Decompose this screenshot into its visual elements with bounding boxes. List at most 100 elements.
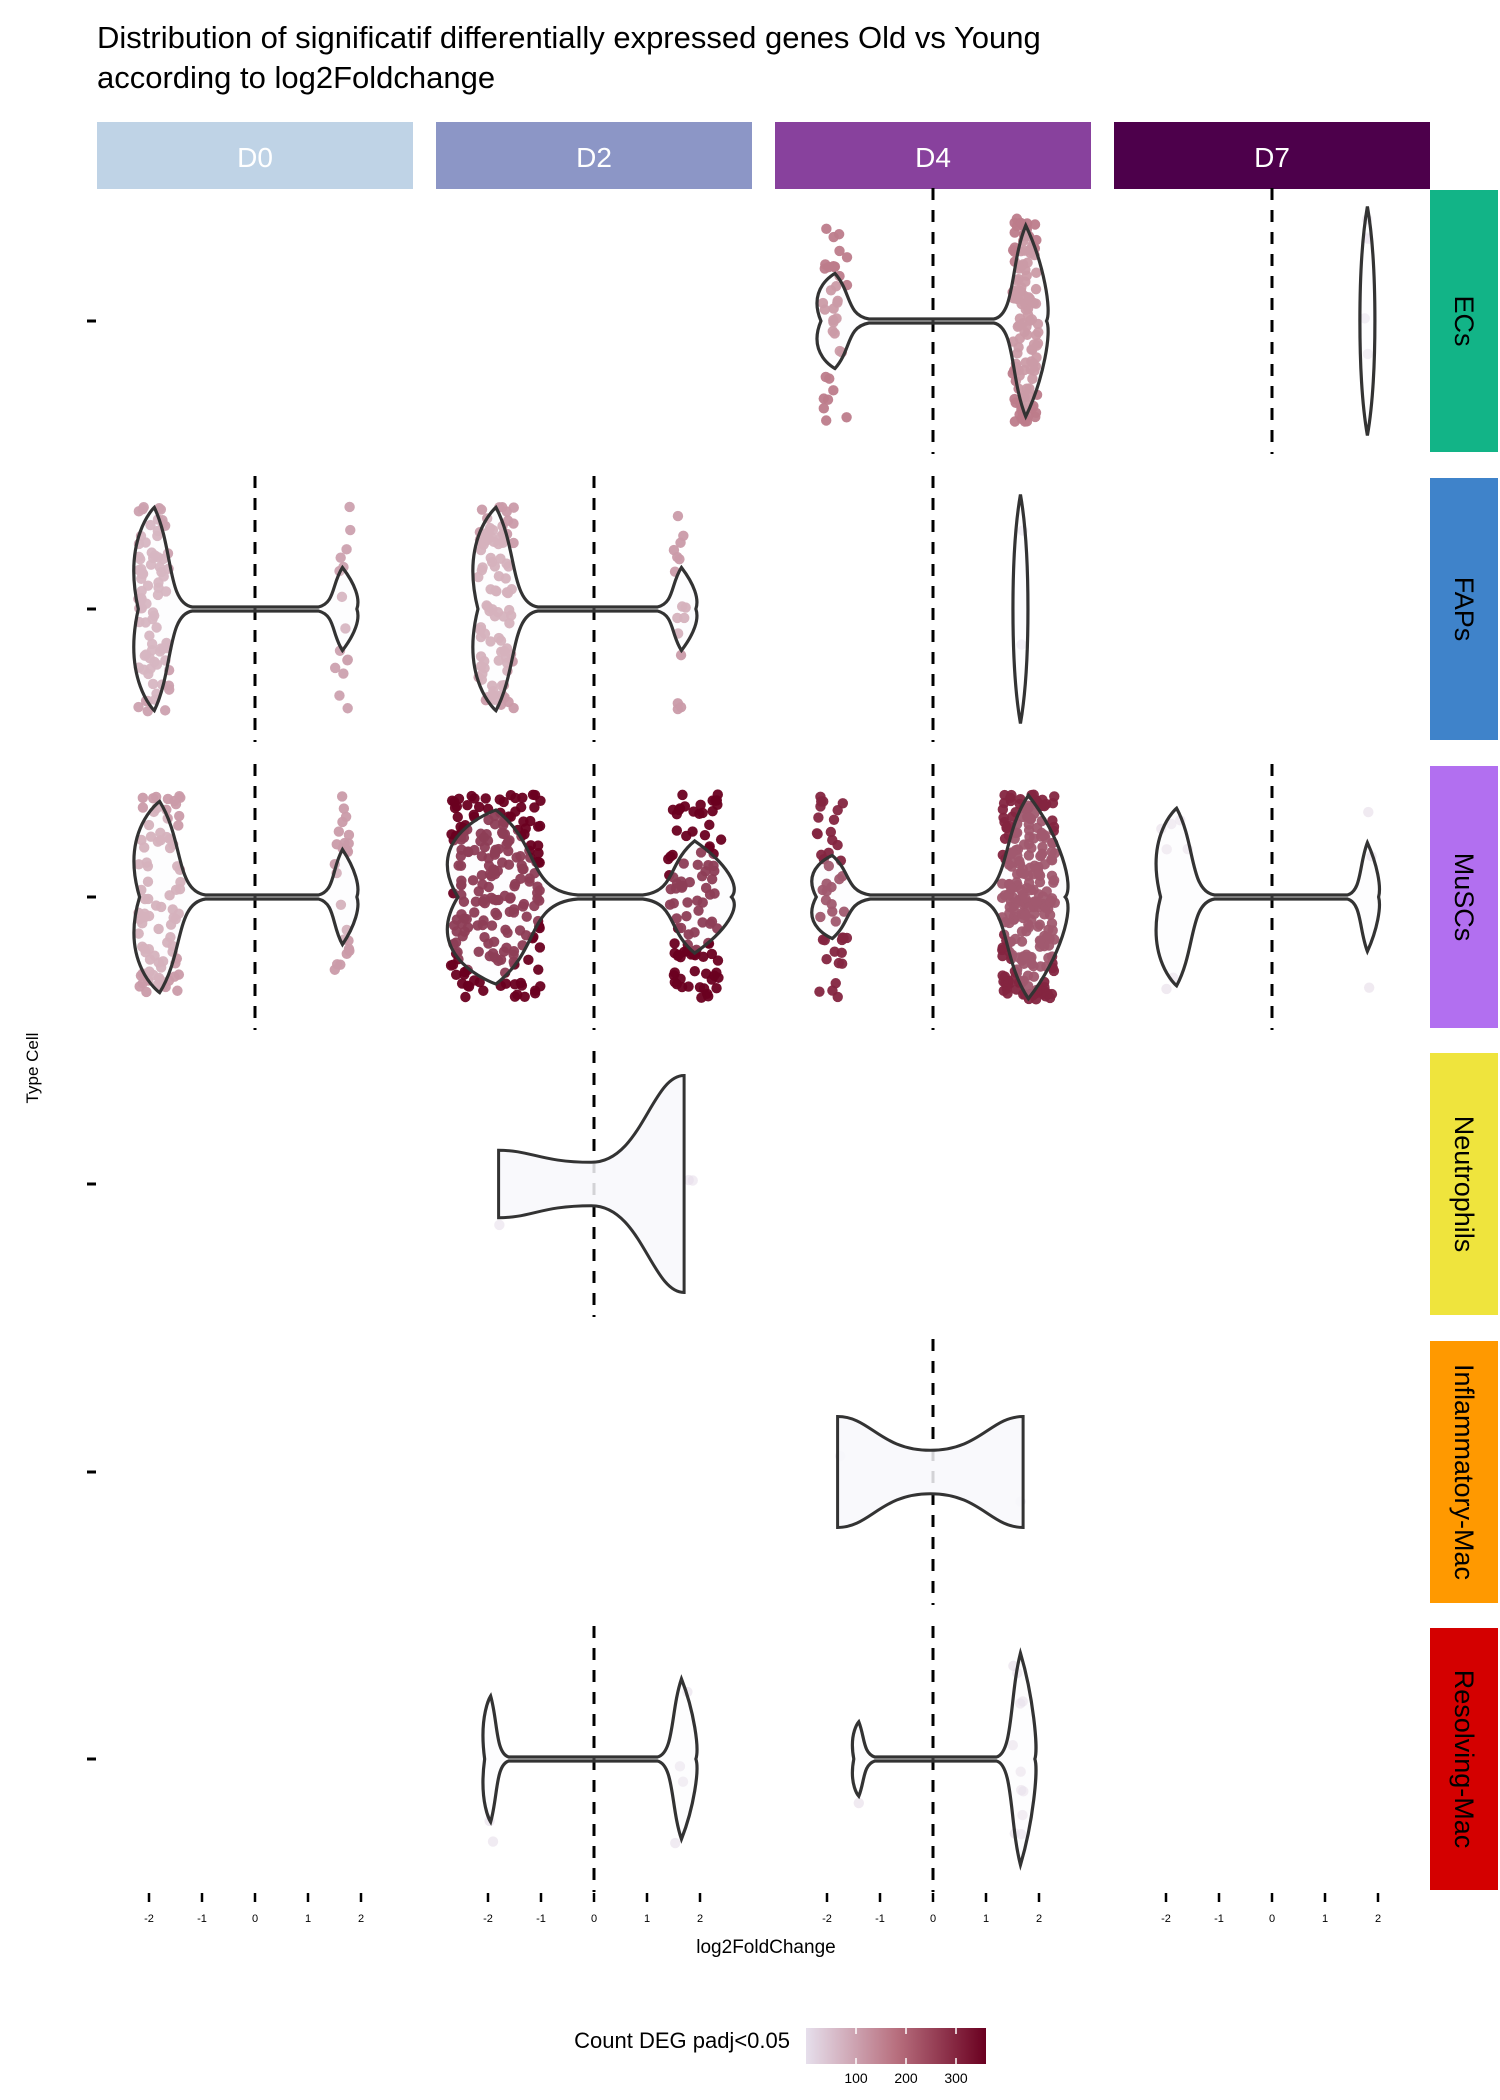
data-point (832, 804, 843, 816)
data-point (675, 649, 687, 661)
data-point (832, 295, 843, 307)
data-point (1011, 869, 1023, 880)
data-point (461, 913, 472, 925)
data-point (476, 504, 488, 515)
data-point (467, 875, 479, 886)
data-point (529, 988, 541, 999)
data-point (823, 261, 834, 273)
data-point (509, 991, 521, 1002)
data-point (676, 981, 688, 993)
x-tick-label: 1 (305, 1913, 311, 1925)
data-point (712, 789, 723, 800)
data-point (145, 831, 157, 842)
data-point (490, 907, 501, 919)
data-point (1018, 951, 1029, 962)
strip-label-d7: D7 (1254, 142, 1290, 173)
data-point (1020, 910, 1031, 921)
data-point (841, 252, 853, 263)
data-point (1029, 219, 1041, 230)
data-point (502, 587, 514, 599)
data-point (694, 982, 706, 993)
data-point (1011, 827, 1023, 838)
data-point (174, 884, 186, 895)
legend-tick-label: 300 (944, 2070, 968, 2086)
data-point (682, 897, 693, 908)
data-point (533, 847, 544, 859)
data-point (499, 890, 511, 902)
data-point (708, 860, 719, 872)
data-point (1022, 329, 1033, 340)
data-point (468, 809, 479, 821)
data-point (828, 231, 839, 243)
data-point (501, 942, 512, 954)
legend-colorbar (806, 2028, 986, 2064)
data-point (515, 801, 527, 813)
row-strip-ecs (1430, 190, 1498, 452)
data-point (825, 285, 837, 296)
x-tick-label: 0 (252, 1913, 258, 1925)
data-point (1026, 314, 1038, 325)
x-tick-label: -1 (875, 1913, 885, 1925)
data-point (473, 571, 484, 583)
data-point (811, 828, 823, 839)
data-point (143, 819, 155, 831)
data-point (151, 659, 163, 670)
data-point (1028, 960, 1039, 972)
data-point (695, 799, 706, 811)
data-point (145, 519, 156, 531)
panel-muscs-d4 (810, 789, 1070, 1005)
x-tick-label: -2 (822, 1913, 832, 1925)
data-point (699, 829, 711, 841)
data-point (669, 938, 680, 949)
x-tick-label: 0 (930, 1913, 936, 1925)
data-point (478, 915, 489, 926)
data-point (503, 561, 514, 572)
panels (132, 188, 1382, 1892)
data-point (137, 568, 148, 579)
data-point (709, 888, 720, 899)
data-point (503, 845, 514, 857)
data-point (473, 801, 485, 813)
data-point (142, 876, 154, 887)
x-axis-title: log2FoldChange (696, 1937, 835, 1958)
legend-title: Count DEG padj<0.05 (574, 2028, 790, 2053)
data-point (150, 791, 162, 803)
data-point (483, 938, 494, 949)
data-point (692, 859, 704, 871)
data-point (712, 955, 724, 966)
panel-ecs-d4 (815, 213, 1050, 427)
data-point (853, 1797, 864, 1809)
data-point (135, 553, 146, 565)
data-point (165, 919, 177, 930)
data-point (144, 630, 155, 641)
data-point (139, 911, 151, 923)
data-point (675, 537, 686, 548)
data-point (821, 223, 832, 235)
data-point (826, 899, 837, 910)
data-point (136, 834, 147, 846)
data-point (1022, 257, 1033, 268)
data-point (1020, 357, 1031, 368)
data-point (698, 951, 709, 963)
data-point (335, 552, 346, 563)
data-point (828, 385, 839, 396)
data-point (833, 957, 845, 969)
data-point (1015, 884, 1027, 896)
data-point (1008, 903, 1019, 915)
data-point (485, 636, 496, 647)
data-point (342, 703, 353, 714)
data-point (1027, 373, 1038, 385)
data-point (1001, 983, 1013, 994)
data-point (481, 600, 492, 611)
data-point (687, 826, 698, 837)
data-point (680, 602, 691, 613)
data-point (515, 851, 526, 862)
data-point (1035, 938, 1047, 949)
data-point (1019, 390, 1030, 401)
data-point (508, 907, 520, 918)
data-point (821, 954, 832, 965)
data-point (137, 802, 149, 813)
y-ticks (87, 319, 96, 1761)
panel-resolving-mac-d2 (481, 1674, 699, 1849)
